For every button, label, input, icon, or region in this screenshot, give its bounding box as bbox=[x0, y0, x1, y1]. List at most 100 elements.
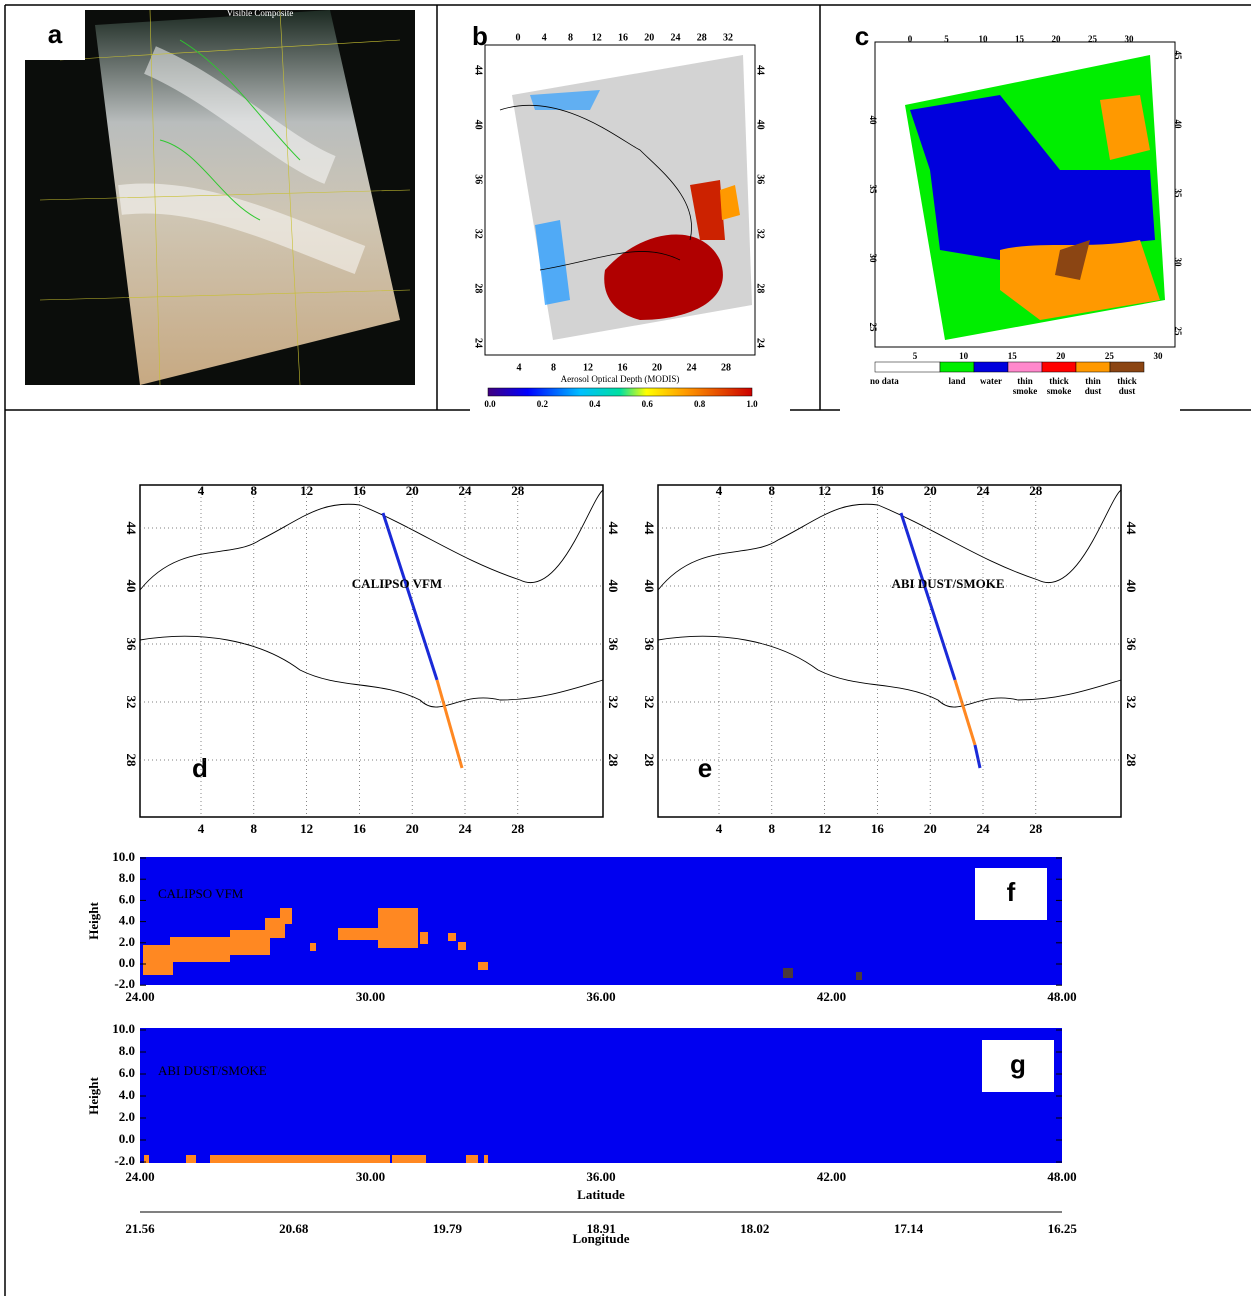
x-axis-label: Latitude bbox=[577, 1187, 625, 1202]
tick-label: 30.00 bbox=[356, 1169, 385, 1184]
legend-swatch bbox=[1076, 362, 1110, 372]
legend-swatch bbox=[1110, 362, 1144, 372]
tick-label: 0.0 bbox=[119, 955, 135, 970]
tick-label: -2.0 bbox=[114, 1153, 135, 1168]
tick-label: 12 bbox=[818, 483, 831, 498]
tick-label: 24.00 bbox=[125, 989, 154, 1004]
tick-label: 16 bbox=[618, 362, 628, 373]
tick-label: 20 bbox=[924, 483, 937, 498]
tick-label: 0.2 bbox=[537, 399, 549, 409]
tick-label: 8 bbox=[769, 483, 776, 498]
tick-label: 5 bbox=[944, 34, 949, 44]
tick-label: 28 bbox=[473, 283, 484, 293]
tick-label: 40 bbox=[1173, 120, 1183, 130]
tick-label: 30 bbox=[1125, 34, 1135, 44]
tick-label: 16 bbox=[353, 483, 367, 498]
tick-label: 20 bbox=[1052, 34, 1062, 44]
tick-label: 4 bbox=[716, 821, 723, 836]
tick-label: 12 bbox=[300, 483, 313, 498]
legend-label: dust bbox=[1119, 386, 1136, 396]
legend-label: no data bbox=[870, 376, 899, 386]
classification-map bbox=[875, 42, 1175, 347]
satellite-image bbox=[25, 10, 415, 385]
tick-label: 42.00 bbox=[817, 1169, 846, 1184]
panel-label: g bbox=[1010, 1049, 1026, 1079]
legend-swatch bbox=[1042, 362, 1076, 372]
tick-label: 21.56 bbox=[125, 1221, 155, 1236]
tick-label: 16 bbox=[871, 821, 885, 836]
tick-label: 2.0 bbox=[119, 1109, 135, 1124]
tick-label: 28 bbox=[1124, 754, 1139, 768]
tick-label: 12 bbox=[583, 362, 593, 373]
tick-label: 36 bbox=[606, 638, 621, 652]
tick-label: 30.00 bbox=[356, 989, 385, 1004]
legend-label: dust bbox=[1085, 386, 1102, 396]
tick-label: 0.0 bbox=[484, 399, 496, 409]
tick-label: 0.0 bbox=[119, 1131, 135, 1146]
tick-label: 32 bbox=[642, 696, 657, 709]
tick-label: 32 bbox=[473, 229, 484, 239]
tick-label: 32 bbox=[755, 229, 766, 239]
tick-label: 8 bbox=[551, 362, 556, 373]
tick-label: 8 bbox=[251, 483, 258, 498]
legend-label: smoke bbox=[1047, 386, 1072, 396]
tick-label: 20 bbox=[924, 821, 937, 836]
legend-label: thin bbox=[1017, 376, 1033, 386]
tick-label: 24 bbox=[473, 338, 484, 348]
tick-label: 25 bbox=[868, 323, 878, 333]
tick-label: 36 bbox=[473, 174, 484, 184]
tick-label: 32 bbox=[723, 32, 733, 43]
tick-label: 36 bbox=[755, 174, 766, 184]
tick-label: 24 bbox=[687, 362, 697, 373]
tick-label: 24.00 bbox=[125, 1169, 154, 1184]
tick-label: 12 bbox=[300, 821, 313, 836]
tick-label: 18.91 bbox=[586, 1221, 615, 1236]
legend-label: thin bbox=[1085, 376, 1101, 386]
tick-label: 36.00 bbox=[586, 1169, 615, 1184]
tick-label: 12 bbox=[818, 821, 831, 836]
map-title: ABI DUST/SMOKE bbox=[891, 576, 1004, 591]
tick-label: 48.00 bbox=[1047, 989, 1076, 1004]
map-title: CALIPSO VFM bbox=[352, 576, 442, 591]
tick-label: 4.0 bbox=[119, 913, 135, 928]
tick-label: 24 bbox=[671, 32, 681, 43]
tick-label: 24 bbox=[459, 821, 473, 836]
tick-label: 42.00 bbox=[817, 989, 846, 1004]
tick-label: 36 bbox=[1124, 638, 1139, 652]
tick-label: 32 bbox=[124, 696, 139, 709]
tick-label: 40 bbox=[755, 120, 766, 130]
tick-label: 4 bbox=[716, 483, 723, 498]
tick-label: 25 bbox=[1173, 327, 1183, 337]
profiles bbox=[140, 857, 1062, 1212]
tick-label: 2.0 bbox=[119, 934, 135, 949]
tick-label: 0.8 bbox=[694, 399, 706, 409]
image-caption: Visible Composite bbox=[227, 8, 294, 18]
tick-label: 28 bbox=[1029, 821, 1043, 836]
tick-label: 12 bbox=[592, 32, 602, 43]
tick-label: 0 bbox=[516, 32, 521, 43]
tick-label: 28 bbox=[697, 32, 707, 43]
tick-label: 40 bbox=[642, 580, 657, 593]
panel-label: d bbox=[192, 753, 208, 783]
legend-swatch bbox=[940, 362, 974, 372]
tick-label: 44 bbox=[606, 522, 621, 536]
tick-label: 17.14 bbox=[894, 1221, 924, 1236]
tick-label: 0 bbox=[908, 34, 913, 44]
tick-label: 20 bbox=[652, 362, 662, 373]
tick-label: 24 bbox=[459, 483, 473, 498]
tick-label: 10.0 bbox=[112, 1021, 135, 1036]
tick-label: 25 bbox=[1088, 34, 1098, 44]
tick-label: 16 bbox=[871, 483, 885, 498]
tick-label: 40 bbox=[473, 120, 484, 130]
tick-label: 36 bbox=[642, 638, 657, 652]
tick-label: 44 bbox=[473, 65, 484, 75]
tick-label: 15 bbox=[1008, 351, 1018, 361]
tick-label: 4 bbox=[517, 362, 522, 373]
aod-map bbox=[485, 45, 755, 396]
tick-label: 28 bbox=[511, 483, 525, 498]
tick-label: 32 bbox=[606, 696, 621, 709]
panel-label: e bbox=[698, 753, 712, 783]
tick-label: 25 bbox=[1105, 351, 1115, 361]
tick-label: 6.0 bbox=[119, 891, 135, 906]
tick-label: 8 bbox=[769, 821, 776, 836]
